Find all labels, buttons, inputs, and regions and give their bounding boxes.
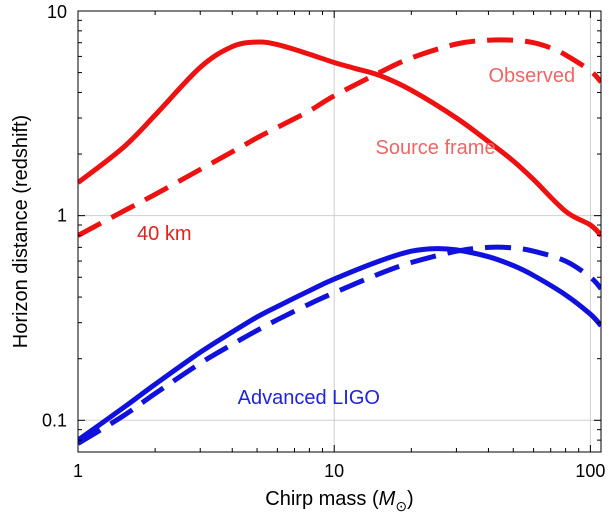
advanced-ligo-source-curve <box>78 246 601 443</box>
forty-km-observed-curve <box>78 37 601 238</box>
y-axis-label: Horizon distance (redshift) <box>10 115 32 348</box>
y-tick-label: 1 <box>57 206 67 226</box>
x-tick-label: 100 <box>575 461 605 481</box>
x-axis-label-subscript: ⊙ <box>395 498 407 514</box>
x-axis-label-close: ) <box>407 488 414 510</box>
x-axis-label: Chirp mass (M⊙) <box>265 488 413 514</box>
advanced-ligo-observed-curve <box>78 244 601 446</box>
x-tick-label: 10 <box>324 461 344 481</box>
y-tick-label: 0.1 <box>42 410 67 430</box>
x-tick-label: 1 <box>73 461 83 481</box>
annotations: Observed Source frame 40 km Advanced LIGO <box>137 65 575 409</box>
grid-lines <box>78 11 601 452</box>
series-curves <box>78 37 601 446</box>
annotation-label: Advanced LIGO <box>238 387 380 409</box>
y-tick-label: 10 <box>47 2 67 22</box>
annotation-label: 40 km <box>137 223 191 245</box>
plot-frame <box>77 10 602 453</box>
axis-ticks: 1 10 100 0.1 1 10 <box>42 2 605 481</box>
annotation-label: Observed <box>488 65 575 87</box>
annotation-label: Source frame <box>376 137 496 159</box>
x-axis-label-text: Chirp mass ( <box>265 488 379 510</box>
forty-km-source-curve <box>78 39 601 238</box>
x-axis-label-symbol: M <box>379 488 396 510</box>
